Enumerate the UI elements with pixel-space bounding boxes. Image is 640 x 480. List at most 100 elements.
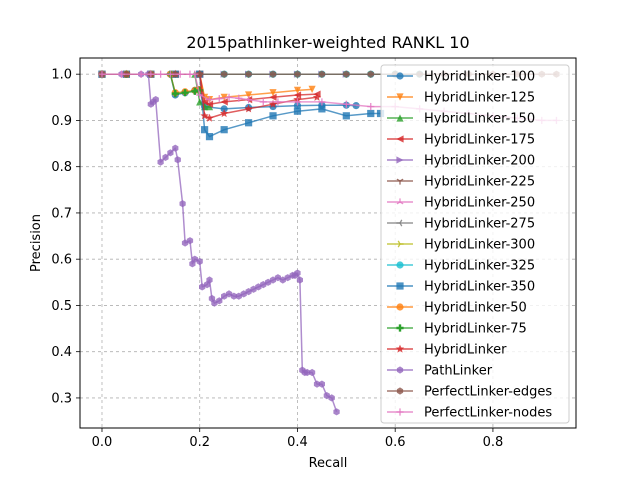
data-point-pathlinker [279,276,286,284]
data-point-pathlinker [255,283,262,291]
y-tick-label: 0.6 [51,253,72,268]
legend-marker [396,178,404,185]
legend-marker [396,387,404,395]
data-point-perfectlinker-edges [343,70,350,78]
legend-item-hybridlinker-250: HybridLinker-250 [387,196,535,211]
legend-marker [396,198,404,205]
data-point-pathlinker [284,274,291,282]
legend-label: HybridLinker-300 [424,238,535,253]
y-tick-label: 0.3 [51,391,72,406]
data-point-pathlinker [313,380,321,388]
data-point-perfectlinker-edges [318,70,325,78]
data-point-hybridlinker-350 [367,109,375,118]
data-point-perfectlinker-nodes [176,70,184,78]
data-point-hybridlinker [312,92,322,101]
legend-item-hybridlinker-125: HybridLinker-125 [387,91,535,106]
data-point-pathlinker [250,285,257,293]
data-point-hybridlinker-350 [220,126,228,134]
legend-label: PerfectLinker-edges [424,385,552,400]
data-point-hybridlinker-350 [244,119,253,127]
data-point-pathlinker [221,292,228,300]
legend-label: HybridLinker-150 [424,112,535,127]
y-tick-label: 0.7 [51,206,72,221]
data-point-pathlinker [269,276,277,284]
data-point-perfectlinker-edges [367,70,374,78]
legend-item-hybridlinker: HybridLinker [387,343,507,358]
data-point-perfectlinker-edges [196,70,203,78]
legend-label: HybridLinker-175 [424,133,535,148]
legend-item-hybridlinker-50: HybridLinker-50 [387,301,527,316]
legend-item-hybridlinker-225: HybridLinker-225 [387,175,535,190]
chart-title: 2015pathlinker-weighted RANKL 10 [186,33,469,52]
x-tick-label: 0.8 [483,435,504,450]
y-tick-label: 0.9 [51,114,72,129]
x-tick-label: 0.2 [189,435,210,450]
data-point-pathlinker [191,255,198,263]
data-point-perfectlinker-nodes [137,70,145,78]
y-tick-label: 0.4 [51,345,72,360]
legend-marker [396,408,404,416]
series-layer [97,69,561,416]
data-point-pathlinker [225,290,233,298]
data-point-hybridlinker-175 [293,91,302,99]
legend-marker [395,344,405,353]
data-point-hybridlinker-75 [171,90,179,98]
data-point-hybridlinker-350 [293,107,302,115]
data-point-hybridlinker [220,109,229,118]
data-point-perfectlinker-nodes [147,70,155,78]
legend-item-hybridlinker-150: HybridLinker-150 [387,112,535,127]
data-point-pathlinker [167,149,174,157]
legend-label: HybridLinker-75 [424,322,527,337]
y-tick-label: 1.0 [51,68,72,83]
data-point-pathlinker [216,297,223,305]
data-point-hybridlinker [268,99,278,108]
data-point-pathlinker [162,153,169,161]
data-point-hybridlinker-175 [220,98,228,106]
data-point-pathlinker [211,299,218,307]
legend-label: HybridLinker-50 [424,301,527,316]
data-point-hybridlinker [244,104,253,113]
legend-marker [396,303,404,311]
data-point-perfectlinker-nodes [191,70,199,78]
legend-marker [396,324,404,332]
data-point-pathlinker [186,237,194,245]
x-tick-label: 0.4 [287,435,308,450]
legend-item-hybridlinker-275: HybridLinker-275 [387,217,535,232]
data-point-pathlinker [196,257,203,266]
legend-label: HybridLinker-100 [424,70,535,85]
legend-marker [397,240,404,248]
legend-marker [396,156,404,164]
legend-item-hybridlinker-100: HybridLinker-100 [387,70,535,85]
plot-frame [79,57,577,429]
data-point-pathlinker [181,239,189,247]
legend-label: PerfectLinker-nodes [424,406,552,421]
data-point-perfectlinker-nodes [318,98,326,106]
data-point-pathlinker [157,158,164,166]
data-point-hybridlinker [205,113,214,122]
data-point-pathlinker [294,269,301,277]
data-point-perfectlinker-nodes [157,70,165,78]
x-axis-label: Recall [309,456,348,471]
legend-label: HybridLinker [424,343,507,358]
data-point-hybridlinker-350 [201,126,209,134]
y-tick-label: 0.5 [51,299,72,314]
legend-label: HybridLinker-350 [424,280,535,295]
legend-item-hybridlinker-175: HybridLinker-175 [387,133,535,148]
data-point-hybridlinker-125 [269,89,277,97]
data-point-pathlinker [172,144,179,152]
legend-marker [396,261,404,269]
data-point-hybridlinker-125 [308,85,316,93]
data-point-hybridlinker-100 [293,102,302,110]
data-point-hybridlinker-150 [205,103,214,111]
legend-marker [396,114,404,122]
y-tick-label: 0.8 [51,160,72,175]
data-point-pathlinker [328,394,335,402]
data-point-pathlinker [230,292,237,300]
legend-label: HybridLinker-125 [424,91,535,106]
data-point-perfectlinker-nodes [225,93,233,101]
data-point-perfectlinker-nodes [259,98,267,106]
data-point-hybridlinker-350 [205,133,214,141]
legend-label: HybridLinker-200 [424,154,535,169]
axis-ticks: 0.0 0.2 0.4 0.6 0.8 0.3 0.4 0.5 0.6 0.7 0.8 0.9 1.0 [51,68,503,450]
data-point-pathlinker [265,278,272,286]
